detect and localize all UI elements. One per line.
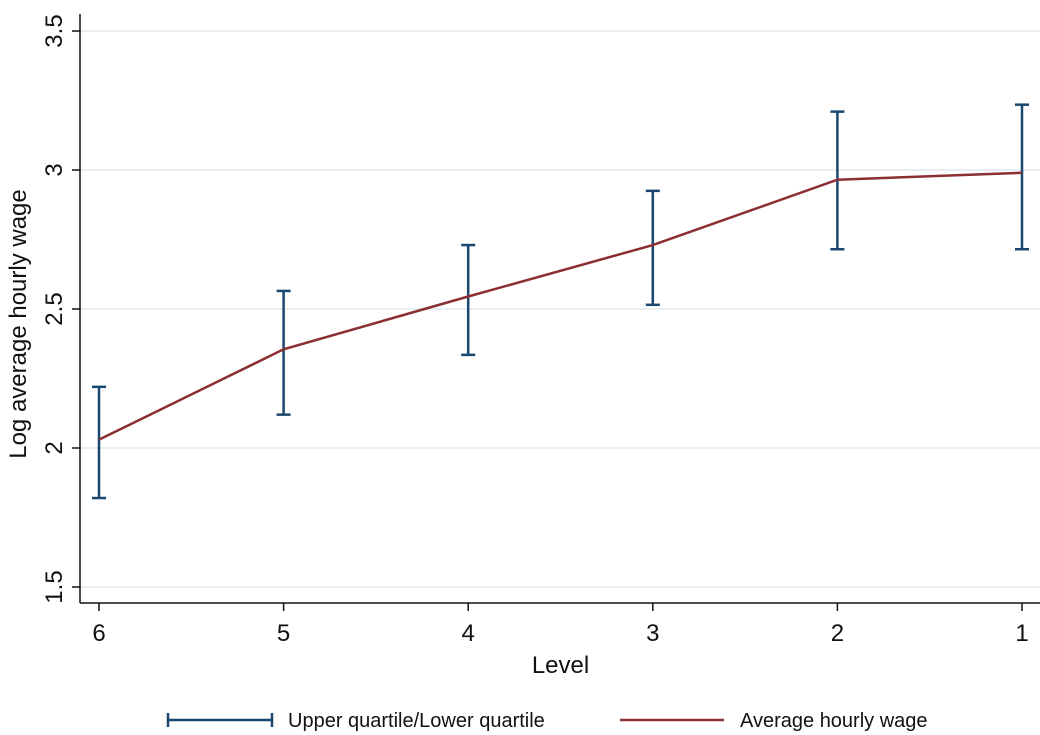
grid-lines — [80, 30, 1040, 588]
legend-label-error-bar: Upper quartile/Lower quartile — [288, 710, 545, 732]
x-tick-label: 3 — [646, 620, 659, 647]
x-tick-label: 6 — [92, 620, 105, 647]
error-bar — [1015, 103, 1029, 251]
mean-line-group — [98, 171, 1023, 441]
legend-item-error-bar: Upper quartile/Lower quartile — [166, 710, 545, 732]
x-axis: 6 5 4 3 2 1 — [80, 602, 1040, 647]
error-bar — [92, 385, 106, 500]
y-tick-label: 3 — [41, 163, 68, 176]
x-tick-label: 5 — [277, 620, 290, 647]
y-axis-label: Log average hourly wage — [5, 189, 32, 459]
legend-label-line: Average hourly wage — [740, 710, 928, 732]
legend: Upper quartile/Lower quartile Average hou… — [166, 710, 928, 732]
x-axis-label: Level — [532, 652, 589, 679]
error-bar — [461, 243, 476, 357]
x-tick-label: 4 — [462, 620, 475, 647]
error-bar — [645, 189, 660, 307]
average-hourly-wage-line — [98, 171, 1023, 441]
y-axis: 1.5 2 2.5 3 3.5 — [41, 14, 81, 604]
x-tick-label: 1 — [1015, 620, 1028, 647]
legend-item-line: Average hourly wage — [620, 710, 928, 732]
y-tick-label: 3.5 — [41, 14, 68, 47]
y-tick-label: 2.5 — [41, 292, 68, 325]
y-tick-label: 2 — [41, 441, 68, 454]
x-tick-label: 2 — [831, 620, 844, 647]
error-bars — [92, 103, 1029, 500]
y-tick-label: 1.5 — [41, 570, 68, 603]
error-bar — [276, 289, 291, 416]
